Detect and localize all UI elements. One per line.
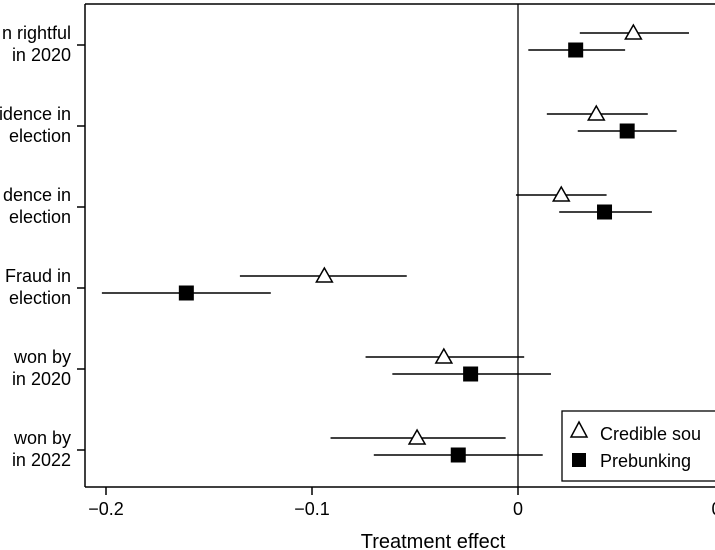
y-category-label: dence in	[3, 185, 71, 205]
y-category-label: in 2020	[12, 45, 71, 65]
legend-square-icon	[572, 453, 586, 467]
square-point	[450, 447, 466, 463]
y-category-label: in 2020	[12, 369, 71, 389]
triangle-point	[434, 347, 454, 364]
triangle-point	[551, 185, 571, 202]
legend: Credible sou Prebunking	[561, 410, 715, 482]
x-axis-title: Treatment effect	[361, 531, 506, 550]
triangle-point	[586, 104, 606, 121]
triangle-point	[624, 23, 643, 40]
x-tick-label: −0.1	[294, 499, 330, 519]
square-point	[463, 366, 479, 382]
legend-triangle-icon	[569, 420, 589, 438]
legend-label: Credible sou	[600, 424, 701, 444]
y-category-label: election	[9, 126, 71, 146]
y-category-label: n rightful	[2, 23, 71, 43]
square-point	[178, 285, 194, 301]
legend-label: Prebunking	[600, 451, 691, 471]
plot-frame	[84, 3, 715, 488]
y-category-label: in 2022	[12, 450, 71, 470]
square-point	[568, 42, 584, 58]
y-category-label: won by	[13, 428, 71, 448]
x-tick-label: 0.1	[711, 499, 715, 519]
triangle-point	[315, 266, 334, 283]
square-point	[597, 204, 613, 220]
x-tick-label: 0	[513, 499, 523, 519]
y-category-label: idence in	[0, 104, 71, 124]
y-category-label: election	[9, 207, 71, 227]
y-category-label: won by	[13, 347, 71, 367]
y-category-label: Fraud in	[5, 266, 71, 286]
triangle-point	[407, 428, 427, 445]
square-point	[619, 123, 635, 139]
y-category-label: election	[9, 288, 71, 308]
series-layer	[101, 23, 689, 463]
legend-box	[561, 410, 715, 482]
x-axis: −0.2 −0.1 0 0.1	[88, 487, 715, 519]
x-tick-label: −0.2	[88, 499, 124, 519]
